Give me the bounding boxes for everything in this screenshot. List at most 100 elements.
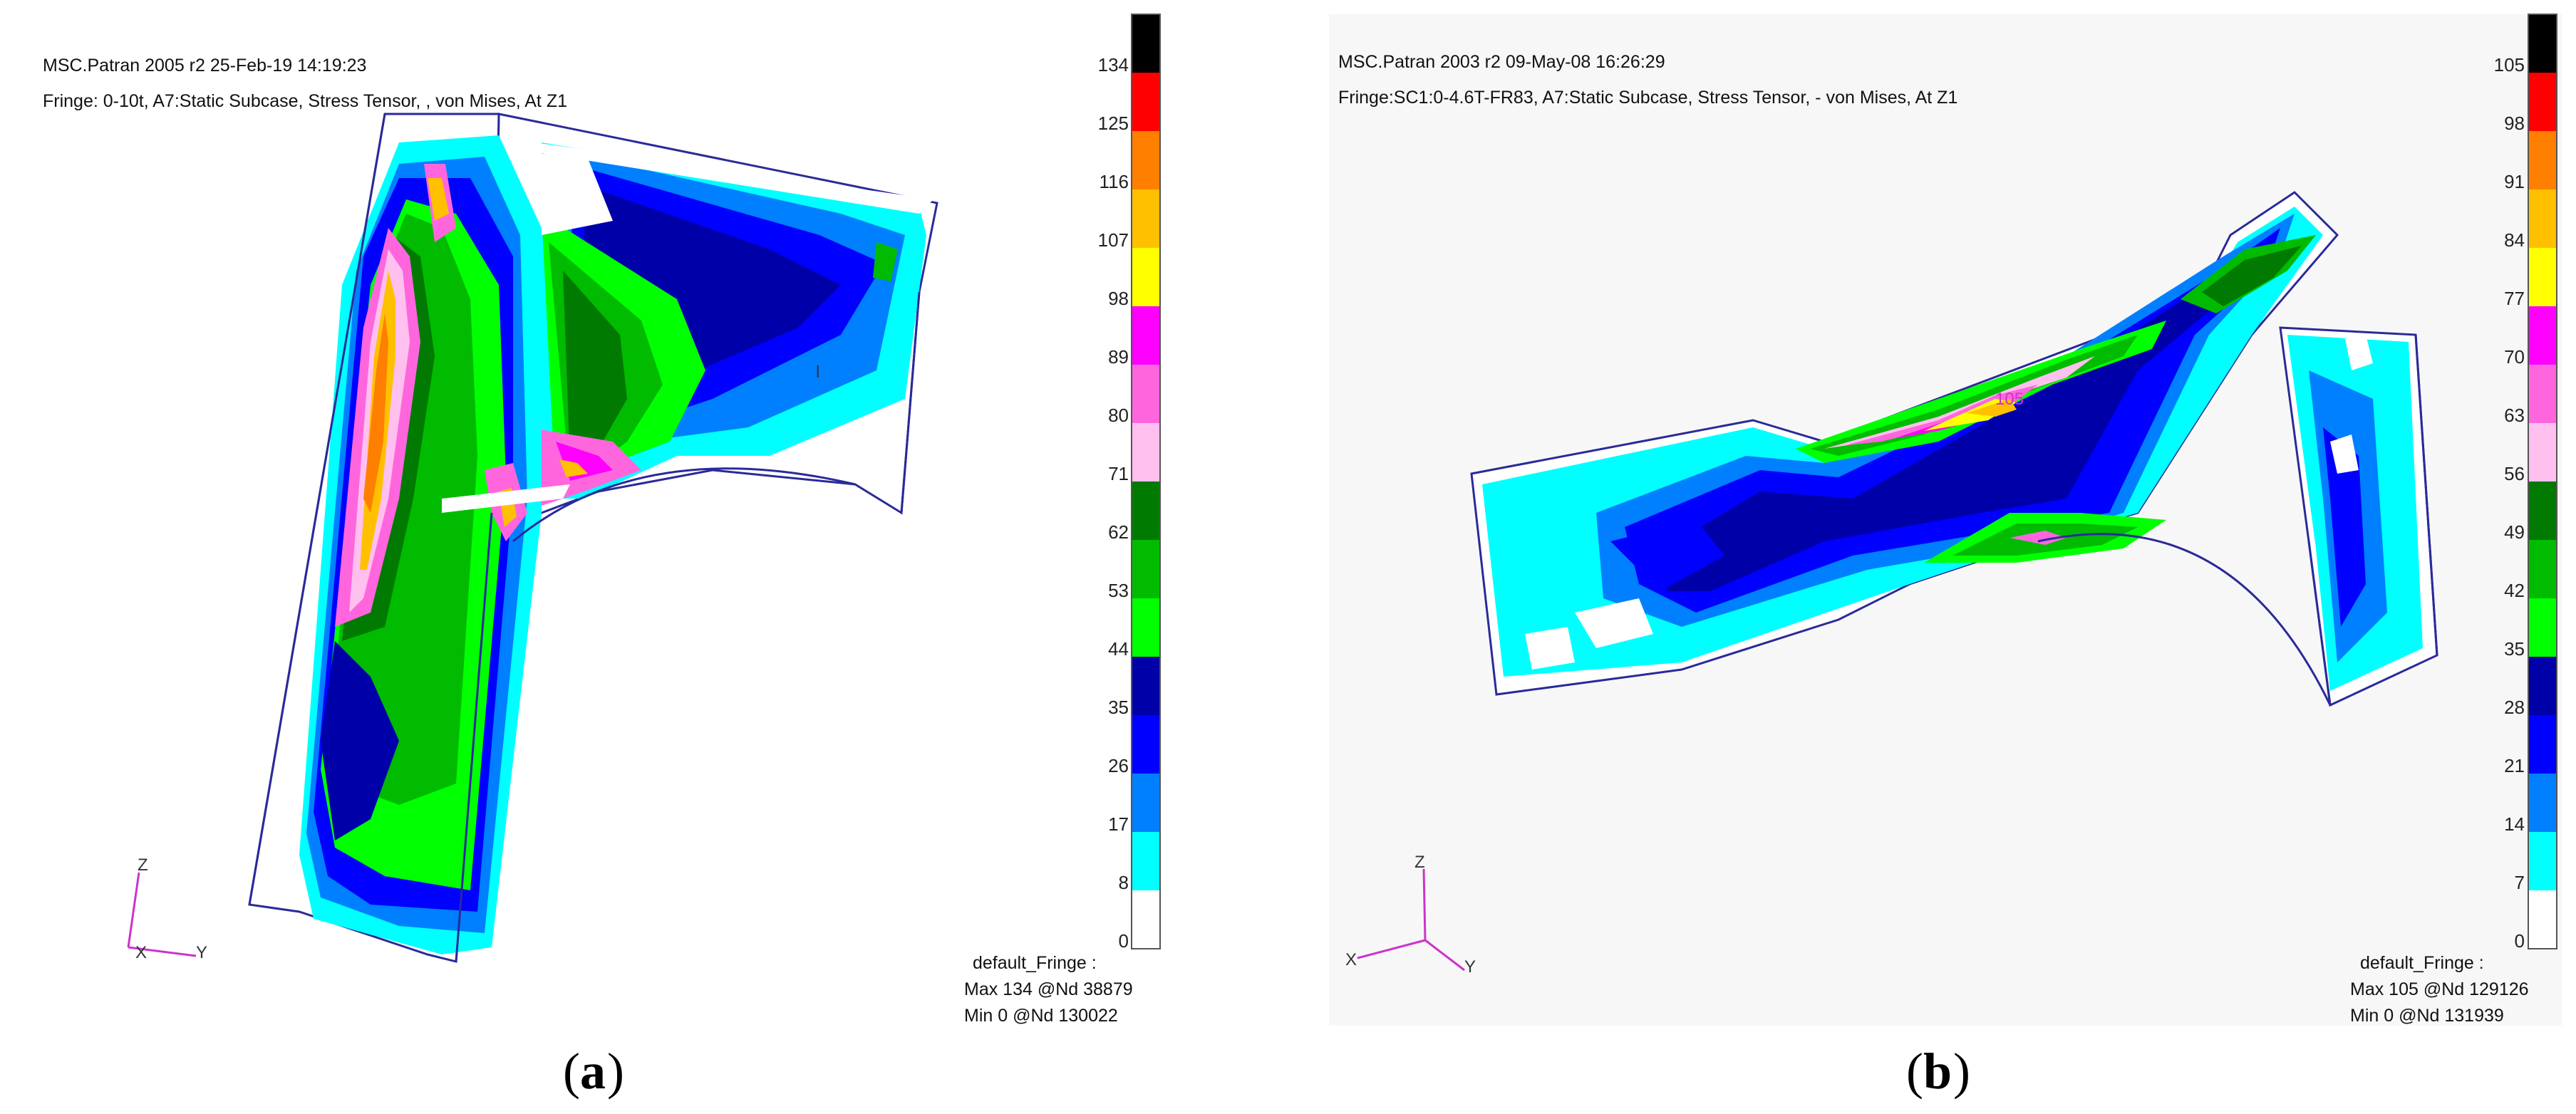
panel-a-header-line2: Fringe: 0-10t, A7:Static Subcase, Stress… (43, 91, 567, 111)
panel-b: MSC.Patran 2003 r2 09-May-08 16:26:29 Fr… (1329, 14, 2562, 1100)
panel-a-axis-z-label: Z (138, 855, 148, 875)
legend-tick-label: 17 (1108, 813, 1129, 835)
legend-swatch (1132, 131, 1160, 189)
legend-border (2528, 14, 2557, 949)
legend-tick-label: 35 (1108, 697, 1129, 718)
panel-b-caption-letter: b (1923, 1043, 1952, 1100)
legend-swatch (2528, 423, 2557, 481)
legend-swatch (1132, 189, 1160, 248)
legend-swatch (1132, 832, 1160, 890)
legend-swatch (1132, 73, 1160, 131)
panel-a-axis-y-label: Y (196, 943, 207, 962)
legend-tick-label: 21 (2504, 755, 2525, 776)
legend-tick-label: 28 (2504, 697, 2525, 718)
panel-b-header-line1: MSC.Patran 2003 r2 09-May-08 16:26:29 (1338, 52, 1665, 72)
legend-swatch (1132, 248, 1160, 306)
panel-a-max-value: Max 134 @Nd 38879 (964, 979, 1133, 999)
legend-swatch (2528, 306, 2557, 365)
panel-b-axis-x-label: X (1345, 950, 1357, 969)
legend-tick-label: 42 (2504, 580, 2525, 601)
legend-tick-label: 98 (1108, 288, 1129, 309)
legend-swatch (2528, 248, 2557, 306)
panel-a-caption-close: ) (607, 1043, 624, 1100)
legend-swatch (2528, 540, 2557, 598)
panel-b-axis-triad: Z X Y (1345, 853, 1476, 977)
legend-tick-label: 63 (2504, 405, 2525, 426)
panel-a-header-line1: MSC.Patran 2005 r2 25-Feb-19 14:19:23 (43, 56, 366, 76)
panel-b-max-value: Max 105 @Nd 129126 (2350, 979, 2529, 999)
legend-swatch (2528, 481, 2557, 540)
legend-swatch (2528, 73, 2557, 131)
legend-swatch (1132, 715, 1160, 774)
legend-tick-label: 91 (2504, 171, 2525, 192)
legend-tick-label: 62 (1108, 521, 1129, 543)
legend-tick-label: 49 (2504, 521, 2525, 543)
legend-tick-label: 44 (1108, 638, 1129, 660)
legend-swatch (1132, 890, 1160, 949)
legend-swatch (1132, 598, 1160, 657)
legend-tick-label: 89 (1108, 346, 1129, 368)
panel-a-fringe-name: default_Fringe : (973, 953, 1097, 973)
panel-a-caption-open: ( (563, 1043, 580, 1100)
legend-swatch (2528, 715, 2557, 774)
legend-swatch (2528, 365, 2557, 423)
legend-swatch (2528, 890, 2557, 949)
panel-a-caption-letter: a (580, 1043, 606, 1100)
legend-border (1131, 14, 1161, 949)
legend-swatch (1132, 657, 1160, 715)
panel-a-stray-mark: l (816, 363, 819, 382)
legend-swatch (1132, 774, 1160, 832)
panel-b-contour-plot: 105 (1470, 191, 2438, 707)
legend-tick-label: 125 (1098, 113, 1129, 134)
legend-tick-label: 8 (1119, 872, 1129, 893)
legend-tick-label: 7 (2515, 872, 2525, 893)
legend-swatch (1132, 481, 1160, 540)
legend-tick-label: 26 (1108, 755, 1129, 776)
legend-swatch (2528, 774, 2557, 832)
legend-tick-label: 14 (2504, 813, 2525, 835)
legend-swatch (1132, 423, 1160, 481)
legend-swatch (2528, 598, 2557, 657)
legend-tick-label: 77 (2504, 288, 2525, 309)
legend-tick-label: 84 (2504, 229, 2525, 251)
panel-a-contour-plot: l (248, 113, 938, 963)
legend-tick-label: 98 (2504, 113, 2525, 134)
legend-swatch (2528, 832, 2557, 890)
panel-b-min-value: Min 0 @Nd 131939 (2350, 1006, 2504, 1026)
legend-swatch (2528, 657, 2557, 715)
legend-tick-label: 105 (2494, 54, 2525, 76)
legend-swatch (2528, 131, 2557, 189)
panel-b-header-line2: Fringe:SC1:0-4.6T-FR83, A7:Static Subcas… (1338, 88, 1957, 108)
legend-tick-label: 56 (2504, 463, 2525, 484)
legend-swatch (2528, 189, 2557, 248)
panel-b-caption-close: ) (1953, 1043, 1970, 1100)
panel-a-axis-x-label: X (135, 943, 147, 962)
panel-a-axis-triad: Z X Y (127, 855, 207, 962)
panel-b-axis-z-label: Z (1414, 853, 1425, 872)
legend-tick-label: 80 (1108, 405, 1129, 426)
legend-tick-label: 71 (1108, 463, 1129, 484)
panel-a-min-value: Min 0 @Nd 130022 (964, 1006, 1118, 1026)
legend-swatch (1132, 540, 1160, 598)
panel-a: MSC.Patran 2005 r2 25-Feb-19 14:19:23 Fr… (43, 14, 1161, 1100)
legend-swatch (1132, 14, 1160, 73)
legend-swatch (2528, 14, 2557, 73)
panel-b-peak-label: 105 (1995, 390, 2024, 409)
legend-tick-label: 0 (1119, 930, 1129, 952)
legend-tick-label: 107 (1098, 229, 1129, 251)
legend-tick-label: 116 (1100, 171, 1129, 192)
legend-tick-label: 70 (2504, 346, 2525, 368)
panel-b-fringe-name: default_Fringe : (2360, 953, 2484, 973)
legend-tick-label: 0 (2515, 930, 2525, 952)
legend-tick-label: 53 (1108, 580, 1129, 601)
panel-b-caption-open: ( (1906, 1043, 1923, 1100)
legend-swatch (1132, 365, 1160, 423)
legend-tick-label: 35 (2504, 638, 2525, 660)
panel-b-axis-y-label: Y (1464, 957, 1476, 977)
legend-swatch (1132, 306, 1160, 365)
legend-tick-label: 134 (1098, 54, 1129, 76)
